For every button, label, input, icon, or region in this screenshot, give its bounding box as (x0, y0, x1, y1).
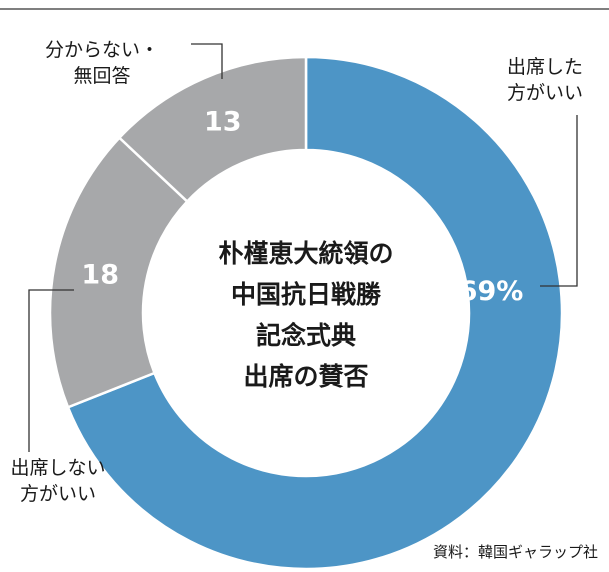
leader-lines (28, 43, 578, 452)
slice-0 (66, 55, 564, 571)
value-label-1: 18 (81, 260, 119, 291)
category-label-2-line-0: 分からない・ (45, 39, 159, 61)
category-label-0-line-0: 出席した (507, 56, 583, 78)
category-label-1-line-0: 出席しない (10, 457, 105, 479)
chart-title-line-3: 出席の賛否 (243, 362, 368, 391)
category-label-1-line-1: 方がいい (20, 483, 96, 505)
chart-title-line-2: 記念式典 (256, 321, 356, 350)
category-label-0-line-1: 方がいい (507, 82, 583, 104)
leader-line-1 (28, 289, 74, 452)
leader-line-2 (191, 43, 223, 79)
category-label-2-line-1: 無回答 (73, 65, 130, 87)
chart-title-line-0: 朴槿恵大統領の (218, 239, 393, 268)
value-label-0: 69% (459, 276, 524, 307)
slice-2 (117, 55, 308, 204)
chart-title-line-1: 中国抗日戦勝 (231, 280, 382, 309)
leader-line-0 (540, 115, 578, 287)
source-label: 資料：韓国ギャラップ社 (433, 543, 598, 561)
chart-texts: 69%1813出席した方がいい出席しない方がいい分からない・無回答朴槿恵大統領の… (10, 39, 598, 561)
donut-slices (48, 55, 564, 571)
value-label-2: 13 (204, 107, 242, 138)
